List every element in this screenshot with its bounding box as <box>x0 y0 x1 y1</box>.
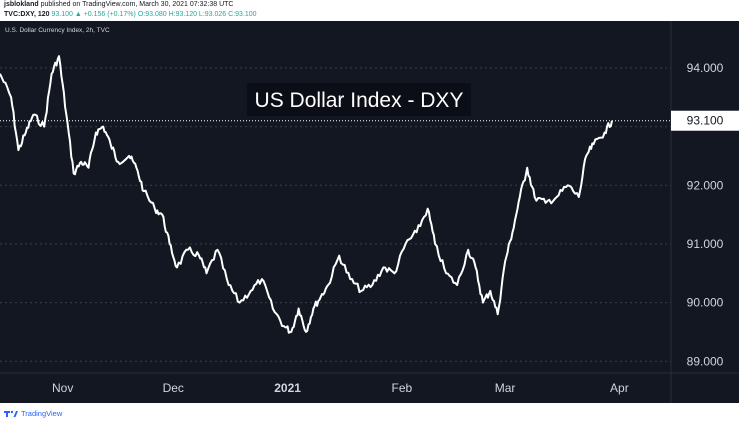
x-tick-label: Feb <box>392 381 413 395</box>
chart-background <box>0 21 739 403</box>
tradingview-logo-icon <box>4 410 18 417</box>
tradingview-brand: TradingView <box>21 409 63 418</box>
x-tick-label: Mar <box>495 381 516 395</box>
ohlc-values: O:93.080 H:93.120 L:93.026 C:93.100 <box>137 11 257 18</box>
y-tick-label: 92.000 <box>687 178 724 192</box>
publish-line: jsblokland published on TradingView.com,… <box>4 1 233 8</box>
x-tick-labels: Nov Dec 2021 Feb Mar Apr <box>52 381 629 395</box>
symbol-line: TVC:DXY, 120 93.100 ▲ +0.156 (+0.17%) O:… <box>4 11 257 18</box>
last-price-tag <box>671 110 739 131</box>
published-text: published on TradingView.com, March 30, … <box>40 1 234 8</box>
chart-header: jsblokland published on TradingView.com,… <box>0 0 739 21</box>
x-tick-label: Apr <box>610 381 629 395</box>
footer: TradingView <box>0 403 739 423</box>
x-tick-label: 2021 <box>274 381 301 395</box>
symbol-description: U.S. Dollar Currency Index, 2h, TVC <box>5 27 110 34</box>
x-tick-label: Dec <box>163 381 184 395</box>
y-tick-label: 89.000 <box>687 354 724 368</box>
tradingview-logo[interactable]: TradingView <box>4 409 62 418</box>
publisher-name[interactable]: jsblokland <box>4 1 39 8</box>
series-line-dxy[interactable] <box>0 55 613 334</box>
y-grid <box>0 67 671 362</box>
y-tick-label: 91.000 <box>687 237 724 251</box>
symbol-label: TVC:DXY, 120 <box>4 11 50 18</box>
chart-title: US Dollar Index - DXY <box>255 89 464 112</box>
y-tick-label: 90.000 <box>687 296 724 310</box>
price-change: 93.100 ▲ +0.156 (+0.17%) <box>51 11 136 18</box>
last-price-label: 93.100 <box>687 114 724 128</box>
y-tick-label: 94.000 <box>687 61 724 75</box>
chart-title-box <box>247 83 471 116</box>
x-tick-label: Nov <box>52 381 73 395</box>
